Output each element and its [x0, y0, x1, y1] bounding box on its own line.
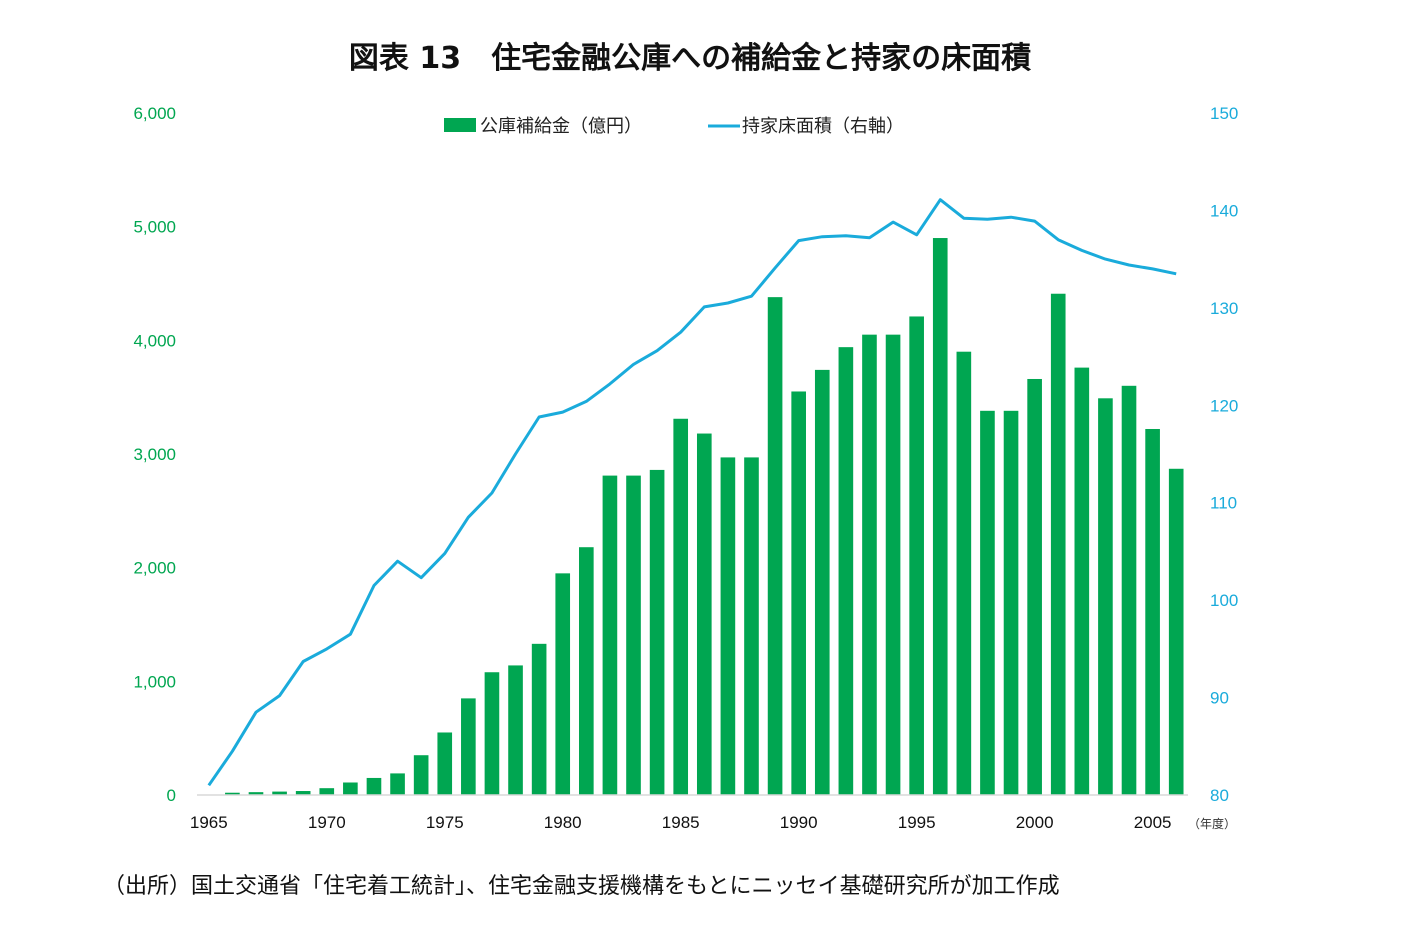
line-series: [207, 198, 1177, 787]
bar: [932, 238, 948, 796]
bar: [579, 547, 594, 795]
x-tick-label: 1980: [544, 813, 582, 832]
bar: [484, 672, 500, 795]
bar: [555, 573, 571, 795]
bar: [1050, 293, 1066, 795]
legend-bar-label: 公庫補給金（億円）: [480, 116, 642, 137]
bar: [980, 410, 995, 795]
bar: [602, 475, 618, 795]
legend-bar-swatch: [444, 118, 476, 132]
bar: [1074, 367, 1090, 795]
bar: [413, 755, 429, 795]
bar: [909, 316, 924, 795]
bar: [319, 788, 335, 795]
x-tick-label: 1970: [308, 813, 346, 832]
x-tick-label: 2005: [1134, 813, 1172, 832]
bar: [225, 792, 240, 795]
x-tick-label: 1990: [780, 813, 818, 832]
right-tick-label: 130: [1210, 299, 1238, 318]
bar: [1003, 410, 1019, 795]
bar: [838, 347, 854, 795]
bar: [696, 433, 712, 795]
bar: [366, 777, 382, 795]
right-tick-label: 110: [1210, 494, 1237, 513]
bar: [248, 792, 264, 795]
bar: [744, 457, 759, 795]
bar: [390, 773, 405, 795]
bar: [531, 643, 547, 795]
bar: [767, 297, 783, 795]
bar: [1027, 378, 1042, 795]
bar-series: [225, 238, 1184, 796]
bar: [1098, 398, 1113, 795]
right-tick-label: 80: [1210, 786, 1229, 805]
source-note: （出所）国土交通省「住宅着工統計」、住宅金融支援機構をもとにニッセイ基礎研究所が…: [103, 874, 1060, 899]
left-tick-label: 1,000: [133, 672, 176, 691]
right-tick-label: 120: [1210, 396, 1238, 415]
left-axis-ticks: 0 1,000 2,000 3,000 4,000 5,000 6,000: [133, 104, 176, 805]
x-axis-unit: （年度）: [1188, 816, 1236, 831]
left-tick-label: 4,000: [133, 331, 176, 350]
bar: [1168, 468, 1184, 795]
chart-title: 図表 13 住宅金融公庫への補給金と持家の床面積: [349, 41, 1031, 76]
x-tick-label: 1985: [662, 813, 700, 832]
bar: [956, 351, 972, 795]
bar: [343, 782, 358, 795]
x-tick-label: 1975: [426, 813, 464, 832]
x-axis-ticks: 1965 1970 1975 1980 1985 1990 1995 2000 2005: [190, 813, 1172, 832]
right-tick-label: 100: [1210, 591, 1238, 610]
x-tick-label: 2000: [1016, 813, 1054, 832]
x-tick-label: 1995: [898, 813, 936, 832]
bar: [1121, 385, 1137, 795]
left-tick-label: 6,000: [133, 104, 176, 123]
left-tick-label: 0: [167, 786, 176, 805]
bar: [814, 369, 830, 795]
bar: [885, 334, 901, 795]
bar: [1145, 428, 1160, 795]
bar: [673, 418, 689, 795]
left-tick-label: 5,000: [133, 218, 176, 237]
legend-line-label: 持家床面積（右軸）: [742, 116, 904, 137]
bar: [720, 457, 736, 795]
bar: [295, 791, 311, 795]
right-tick-label: 140: [1210, 201, 1238, 220]
right-axis-ticks: 80 90 100 110 120 130 140 150: [1210, 104, 1238, 805]
bar: [508, 665, 523, 795]
bar: [626, 475, 641, 795]
left-tick-label: 3,000: [133, 445, 176, 464]
right-tick-label: 150: [1210, 104, 1238, 123]
bar: [649, 469, 665, 795]
bar: [862, 334, 877, 795]
x-tick-label: 1965: [190, 813, 228, 832]
bar: [461, 698, 476, 795]
bar: [437, 732, 453, 795]
left-tick-label: 2,000: [133, 559, 176, 578]
bar: [272, 791, 287, 795]
right-tick-label: 90: [1210, 689, 1229, 708]
bar: [791, 391, 806, 795]
legend: 公庫補給金（億円） 持家床面積（右軸）: [444, 116, 904, 137]
